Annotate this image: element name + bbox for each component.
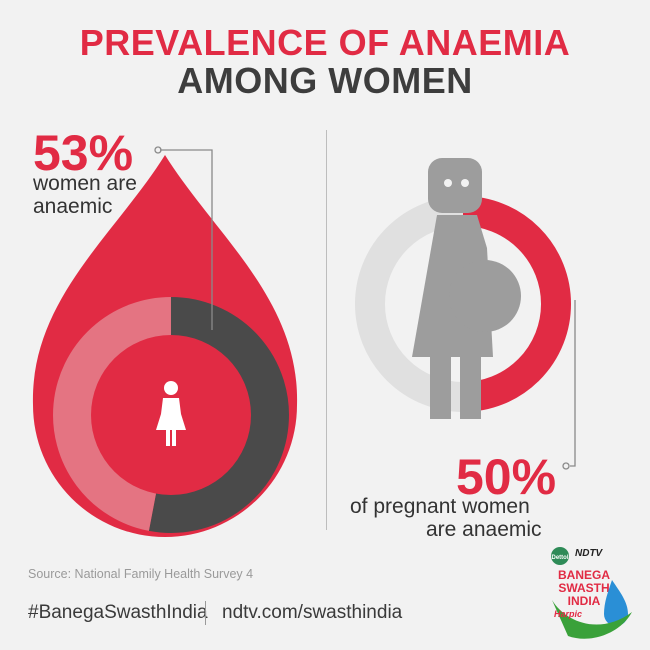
hashtag-text: #BanegaSwasthIndia — [28, 602, 208, 623]
harpic-logo-text: Harpic — [554, 609, 582, 619]
leader-line-50 — [570, 300, 576, 467]
water-drop-icon — [604, 580, 628, 626]
website-url: ndtv.com/swasthindia — [222, 602, 403, 623]
banega-swasth-india-logo: Dettol NDTV BANEGA SWASTH INDIA Harpic — [551, 547, 632, 639]
footer-separator — [205, 601, 206, 625]
donut-segment-not-anaemic — [53, 297, 172, 531]
logo-line1: BANEGA — [558, 568, 610, 582]
stat-50-value: 50% — [456, 449, 557, 505]
pregnant-women-donut — [355, 196, 571, 412]
pregnant-woman-icon — [412, 158, 521, 419]
ring-segment-not-anaemic — [355, 196, 464, 412]
anaemic-women-donut — [53, 297, 289, 533]
stat-53-caption-line1: women are — [33, 172, 137, 195]
leader-line-53 — [160, 149, 213, 330]
stat-50-caption-line2: are anaemic — [426, 518, 542, 541]
leader-dot-53 — [154, 146, 162, 154]
title-line1: PREVALENCE OF ANAEMIA — [79, 22, 571, 63]
woman-icon — [156, 381, 186, 446]
stat-53-caption-line2: anaemic — [33, 195, 113, 218]
logo-line3: INDIA — [568, 594, 601, 608]
hands-icon — [552, 600, 632, 639]
stat-50-caption-line1: of pregnant women — [350, 495, 530, 518]
title-line2: AMONG WOMEN — [177, 60, 473, 101]
ndtv-logo-text: NDTV — [575, 548, 604, 559]
donut-segment-anaemic — [148, 297, 289, 533]
dettol-logo-text: Dettol — [552, 555, 569, 561]
stat-53-value: 53% — [33, 125, 134, 181]
logo-line2: SWASTH — [558, 581, 609, 595]
leader-dot-50 — [562, 462, 570, 470]
ring-segment-anaemic — [462, 196, 571, 412]
source-note: Source: National Family Health Survey 4 — [28, 567, 254, 581]
center-divider — [326, 130, 327, 530]
